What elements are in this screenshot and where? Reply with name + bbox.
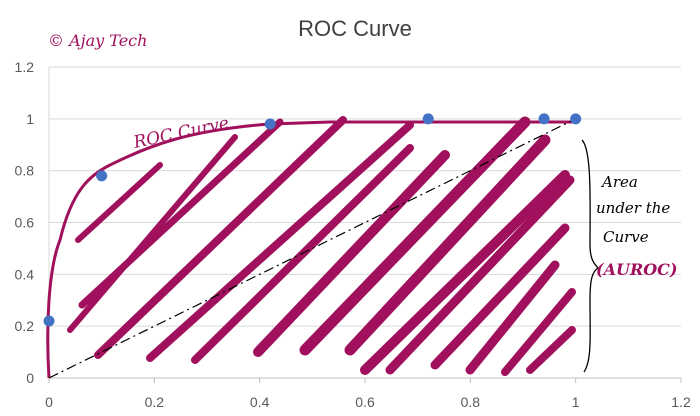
- area-under-curve-hatching: [67, 116, 576, 376]
- chart-title: ROC Curve: [298, 16, 412, 41]
- y-axis-ticks: 0 0.2 0.4 0.6 0.8 1 1.2: [15, 59, 35, 386]
- watermark: © Ajay Tech: [48, 31, 147, 50]
- area-abbrev: (AUROC): [596, 260, 677, 279]
- roc-point-0: [43, 315, 55, 327]
- area-text-line-2: under the: [596, 199, 670, 217]
- roc-point-4: [538, 113, 550, 125]
- roc-point-1: [96, 170, 108, 182]
- roc-point-2: [264, 118, 276, 130]
- area-text-line-1: Area: [600, 173, 638, 191]
- y-tick-label: 0.2: [15, 318, 35, 334]
- y-tick-label: 0.4: [15, 266, 35, 282]
- y-tick-label: 1.2: [15, 59, 35, 75]
- area-text-line-3: Curve: [603, 228, 649, 246]
- roc-point-3: [422, 113, 434, 125]
- roc-data-points: [43, 113, 582, 327]
- x-tick-label: 0.2: [145, 394, 165, 410]
- y-tick-label: 0.6: [15, 215, 35, 231]
- x-tick-label: 0.8: [461, 394, 481, 410]
- x-tick-label: 1: [572, 394, 580, 410]
- area-brace: [581, 139, 599, 373]
- y-tick-label: 0.8: [15, 163, 35, 179]
- roc-point-5: [570, 113, 582, 125]
- roc-curve-line: [46, 120, 575, 379]
- x-tick-label: 0: [45, 394, 53, 410]
- x-axis-ticks: 0 0.2 0.4 0.6 0.8 1 1.2: [45, 378, 691, 410]
- y-tick-label: 1: [26, 111, 34, 127]
- x-tick-label: 0.4: [250, 394, 270, 410]
- x-tick-label: 1.2: [671, 394, 691, 410]
- x-tick-label: 0.6: [355, 394, 375, 410]
- y-tick-label: 0: [26, 370, 34, 386]
- random-classifier-diagonal: [48, 118, 576, 379]
